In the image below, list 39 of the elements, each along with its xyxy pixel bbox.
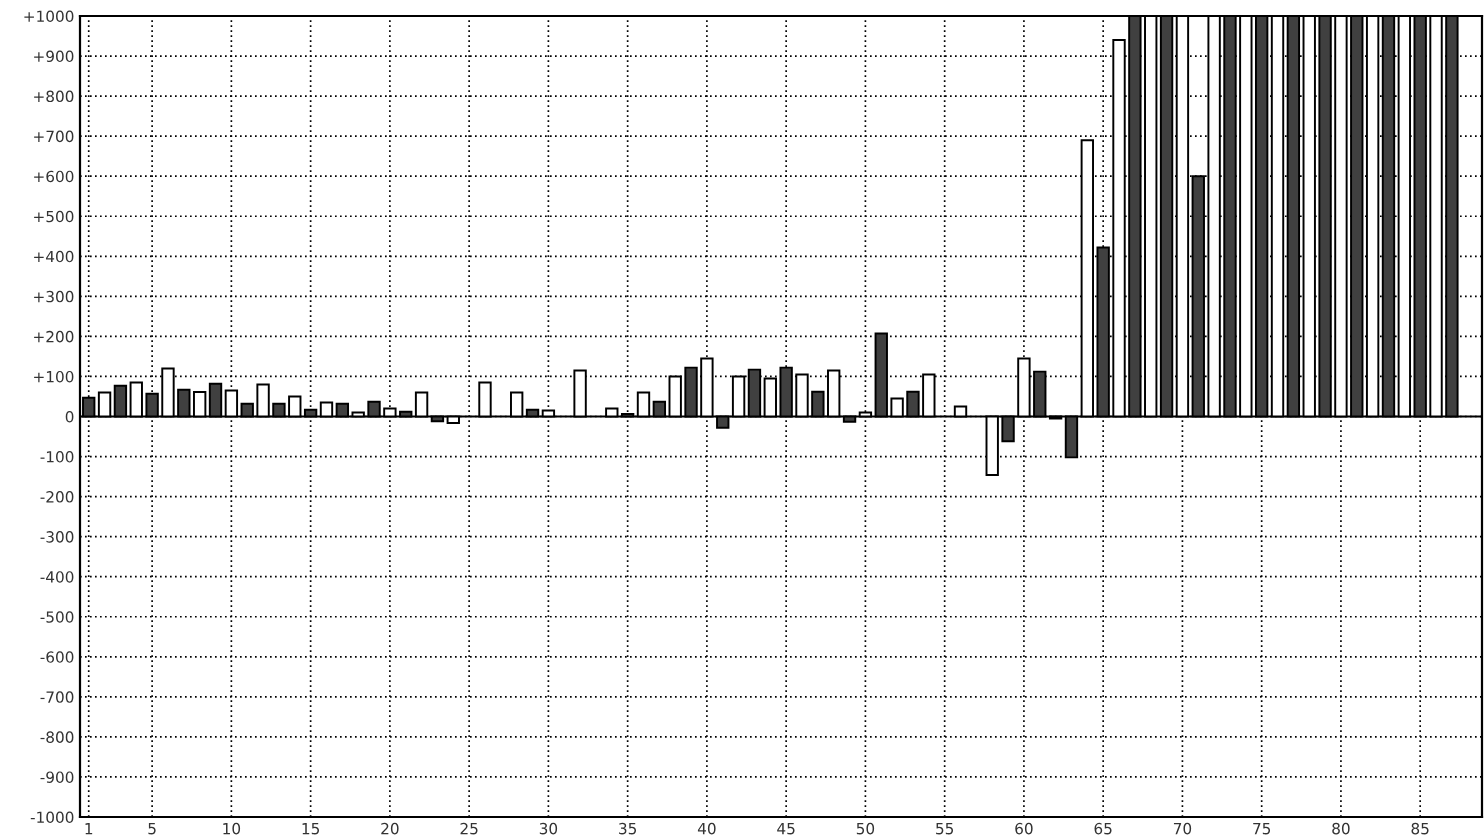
x-tick-label: 75 — [1253, 823, 1271, 835]
y-tick-label: -700 — [40, 691, 74, 703]
x-tick-label: 35 — [619, 822, 637, 835]
x-tick-label: 10 — [223, 822, 241, 835]
x-tick-label: 40 — [697, 822, 716, 835]
y-tick-label: -400 — [40, 571, 74, 583]
x-tick-label: 15 — [302, 823, 320, 835]
x-tick-label: 85 — [1411, 822, 1429, 835]
y-tick-label: -600 — [40, 651, 74, 663]
x-tick-label: 45 — [777, 823, 795, 835]
y-tick-label: -200 — [40, 491, 74, 503]
y-tick-label: +100 — [34, 370, 74, 383]
y-tick-label: -900 — [40, 771, 74, 783]
y-tick-label: -800 — [40, 731, 74, 743]
y-tick-label: +900 — [34, 50, 74, 63]
y-tick-label: +300 — [34, 290, 74, 303]
y-tick-label: +700 — [34, 130, 74, 143]
x-tick-label: 20 — [381, 822, 399, 835]
y-tick-label: 0 — [65, 410, 74, 423]
y-tick-label: +800 — [34, 90, 74, 103]
y-tick-label: +200 — [34, 330, 74, 343]
y-tick-label: -500 — [40, 611, 74, 623]
y-tick-label: -300 — [40, 531, 74, 543]
x-tick-label: 50 — [856, 822, 875, 835]
y-tick-label: +1000 — [24, 10, 74, 23]
y-tick-label: +400 — [34, 250, 74, 263]
x-tick-label: 30 — [539, 822, 558, 835]
x-tick-label: 25 — [460, 822, 478, 835]
x-tick-label: 60 — [1015, 822, 1033, 835]
y-tick-label: +500 — [34, 210, 74, 223]
x-tick-label: 65 — [1094, 822, 1112, 835]
x-tick-label: 5 — [148, 823, 156, 835]
y-tick-label: +600 — [34, 170, 74, 183]
y-tick-label: -100 — [40, 451, 74, 463]
x-tick-label: 55 — [936, 823, 954, 835]
x-tick-label: 70 — [1173, 822, 1192, 835]
x-tick-label: 1 — [85, 823, 93, 835]
x-tick-label: 80 — [1332, 822, 1350, 835]
y-tick-label: -1000 — [30, 811, 74, 824]
